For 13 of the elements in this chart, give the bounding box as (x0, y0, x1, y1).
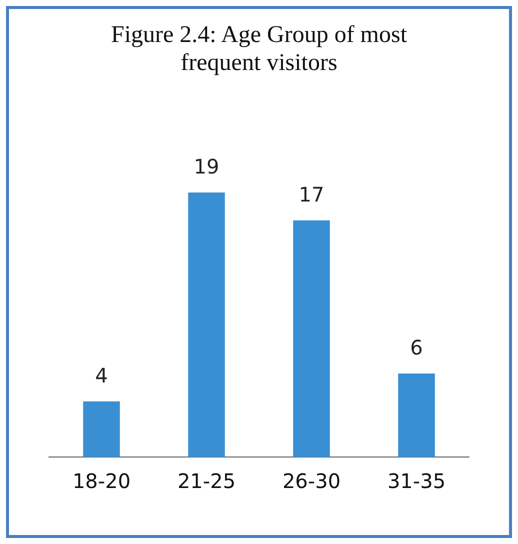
data-label: 19 (194, 154, 220, 179)
bar (293, 220, 330, 457)
x-tick-label: 21-25 (177, 469, 236, 494)
data-label: 6 (410, 336, 423, 360)
data-label: 17 (298, 182, 324, 207)
x-tick-label: 26-30 (282, 469, 341, 494)
x-tick-label: 18-20 (72, 469, 131, 494)
bar (83, 401, 120, 457)
bar (398, 373, 435, 457)
data-label: 4 (95, 364, 108, 388)
bar (188, 192, 225, 457)
chart-title: Figure 2.4: Age Group of most frequent visitors (110, 21, 408, 77)
x-tick-label: 31-35 (387, 469, 446, 494)
